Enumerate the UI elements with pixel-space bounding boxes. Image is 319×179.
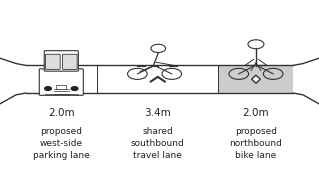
Bar — [56, 85, 66, 89]
Text: 2.0m: 2.0m — [48, 108, 75, 118]
FancyBboxPatch shape — [45, 54, 60, 69]
Text: 3.4m: 3.4m — [145, 108, 171, 118]
Bar — [26, 65, 293, 93]
Text: proposed
northbound
bike lane: proposed northbound bike lane — [230, 127, 282, 159]
Text: shared
southbound
travel lane: shared southbound travel lane — [131, 127, 185, 159]
FancyBboxPatch shape — [44, 51, 78, 71]
Text: 2.0m: 2.0m — [243, 108, 269, 118]
Bar — [219, 65, 293, 93]
Polygon shape — [252, 75, 260, 83]
FancyBboxPatch shape — [63, 54, 77, 69]
Text: proposed
west-side
parking lane: proposed west-side parking lane — [33, 127, 90, 159]
Circle shape — [71, 87, 78, 90]
Circle shape — [45, 87, 51, 90]
FancyBboxPatch shape — [39, 69, 83, 95]
